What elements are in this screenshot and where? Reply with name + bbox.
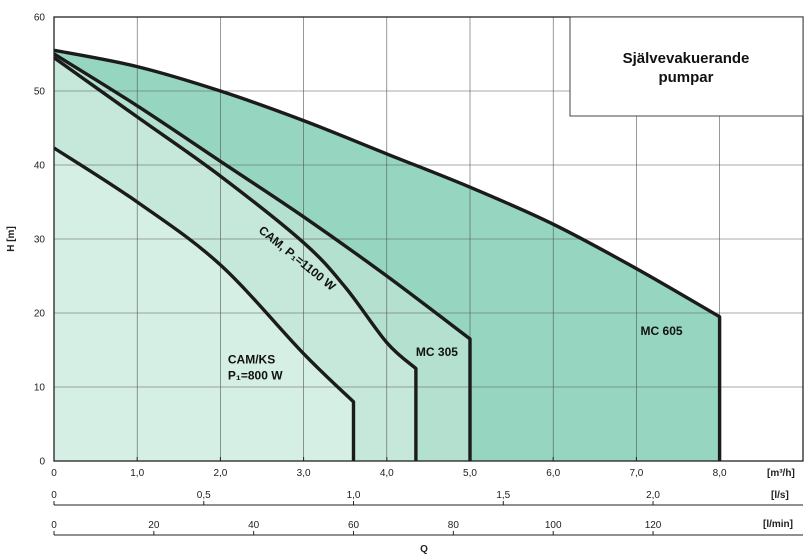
x-tick-label: 1,0 <box>347 490 361 501</box>
x-tick-label: 2,0 <box>646 490 660 501</box>
x-tick-label: 20 <box>148 520 160 531</box>
series-label: MC 305 <box>416 345 458 359</box>
x-axis-unit: [l/s] <box>771 490 789 501</box>
x-tick-label: 2,0 <box>213 468 227 479</box>
x-tick-label: 4,0 <box>380 468 394 479</box>
x-tick-label: 60 <box>348 520 360 531</box>
x-tick-label: 5,0 <box>463 468 477 479</box>
title-line-1: Självevakuerande <box>623 50 750 67</box>
curve-mc-605 <box>54 48 722 461</box>
y-tick-label: 40 <box>34 161 46 172</box>
x-tick-label: 0 <box>51 520 57 531</box>
area-cam-ks <box>54 148 354 461</box>
title-box: Självevakuerande pumpar <box>569 16 804 117</box>
x-tick-label: 0 <box>51 490 57 501</box>
series-sublabel: P₁=800 W <box>228 368 283 382</box>
y-tick-label: 0 <box>39 457 45 468</box>
title-line-2: pumpar <box>658 69 713 86</box>
y-tick-label: 30 <box>34 235 46 246</box>
x-tick-label: 120 <box>645 520 662 531</box>
curve-cam-p-1100-w <box>54 56 418 461</box>
x-tick-label: 80 <box>448 520 460 531</box>
x-tick-label: 3,0 <box>297 468 311 479</box>
y-tick-label: 10 <box>34 383 46 394</box>
y-tick-label: 60 <box>34 13 46 24</box>
series-label: CAM/KS <box>228 352 275 366</box>
y-axis: 0 10 20 30 40 50 60 <box>34 13 46 468</box>
x-tick-label: 1,5 <box>496 490 510 501</box>
y-tick-label: 20 <box>34 309 46 320</box>
curve-mc-305 <box>54 52 472 461</box>
x-tick-label: 6,0 <box>546 468 560 479</box>
x-tick-label: 7,0 <box>629 468 643 479</box>
x-axes: 0 1,0 2,0 3,0 4,0 5,0 6,0 7,0 8,0 [m³/h] 0 0,5 1,0 1,… <box>51 457 803 536</box>
curve-cam-ks <box>54 146 356 461</box>
curve-lines <box>54 48 722 461</box>
x-axis-unit: [m³/h] <box>767 468 795 479</box>
x-axis-label: Q <box>420 544 428 555</box>
x-tick-label: 0,5 <box>197 490 211 501</box>
x-axis-unit: [l/min] <box>763 519 793 530</box>
x-tick-label: 1,0 <box>130 468 144 479</box>
y-tick-label: 50 <box>34 87 46 98</box>
x-tick-label: 0 <box>51 468 57 479</box>
x-tick-label: 8,0 <box>713 468 727 479</box>
series-label: MC 605 <box>641 324 683 338</box>
y-axis-label: H [m] <box>6 226 17 252</box>
plot-frame <box>53 16 804 462</box>
x-tick-label: 100 <box>545 520 562 531</box>
x-tick-label: 40 <box>248 520 260 531</box>
